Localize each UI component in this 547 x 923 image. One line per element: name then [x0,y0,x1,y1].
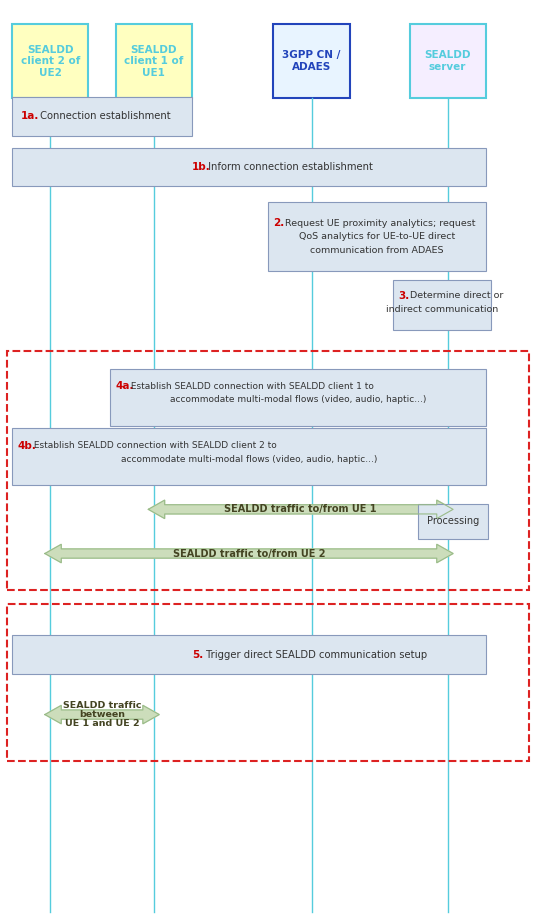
Text: UE 1 and UE 2: UE 1 and UE 2 [65,719,139,728]
Text: accommodate multi-modal flows (video, audio, haptic...): accommodate multi-modal flows (video, au… [121,455,377,464]
FancyBboxPatch shape [110,368,486,426]
Polygon shape [148,500,453,519]
Text: SEALDD
client 1 of
UE1: SEALDD client 1 of UE1 [124,44,183,78]
FancyBboxPatch shape [393,280,491,330]
FancyBboxPatch shape [418,504,488,539]
FancyBboxPatch shape [12,148,486,186]
Text: QoS analytics for UE-to-UE direct: QoS analytics for UE-to-UE direct [299,233,455,242]
Text: Processing: Processing [427,516,479,526]
Text: 4a.: 4a. [115,381,134,391]
FancyBboxPatch shape [12,24,89,98]
Text: SEALDD traffic to/from UE 2: SEALDD traffic to/from UE 2 [173,548,325,558]
Text: 1b.: 1b. [192,162,211,172]
Text: Determine direct or: Determine direct or [407,292,503,300]
Text: accommodate multi-modal flows (video, audio, haptic...): accommodate multi-modal flows (video, au… [170,395,426,404]
Text: 1a.: 1a. [20,112,39,122]
Text: 2.: 2. [274,218,285,228]
Text: Connection establishment: Connection establishment [37,112,170,122]
Text: 3.: 3. [399,291,410,301]
FancyBboxPatch shape [12,97,192,136]
FancyBboxPatch shape [12,635,486,674]
Text: Trigger direct SEALDD communication setup: Trigger direct SEALDD communication setu… [203,650,427,660]
Text: SEALDD
server: SEALDD server [424,51,471,72]
FancyBboxPatch shape [115,24,192,98]
Text: 4b.: 4b. [18,441,37,450]
Text: SEALDD
client 2 of
UE2: SEALDD client 2 of UE2 [21,44,80,78]
Text: Establish SEALDD connection with SEALDD client 2 to: Establish SEALDD connection with SEALDD … [31,441,277,450]
Polygon shape [45,705,159,724]
Polygon shape [45,545,453,563]
Text: Request UE proximity analytics; request: Request UE proximity analytics; request [282,219,475,228]
Text: between: between [79,710,125,719]
FancyBboxPatch shape [268,201,486,270]
Text: 5.: 5. [192,650,203,660]
Text: Establish SEALDD connection with SEALDD client 1 to: Establish SEALDD connection with SEALDD … [128,381,374,390]
Text: indirect communication: indirect communication [386,306,498,314]
Text: Inform connection establishment: Inform connection establishment [206,162,374,172]
FancyBboxPatch shape [12,428,486,485]
FancyBboxPatch shape [274,24,350,98]
FancyBboxPatch shape [410,24,486,98]
Text: communication from ADAES: communication from ADAES [310,246,444,256]
Text: SEALDD traffic: SEALDD traffic [63,701,141,710]
Text: SEALDD traffic to/from UE 1: SEALDD traffic to/from UE 1 [224,504,377,514]
Text: 3GPP CN /
ADAES: 3GPP CN / ADAES [282,51,341,72]
